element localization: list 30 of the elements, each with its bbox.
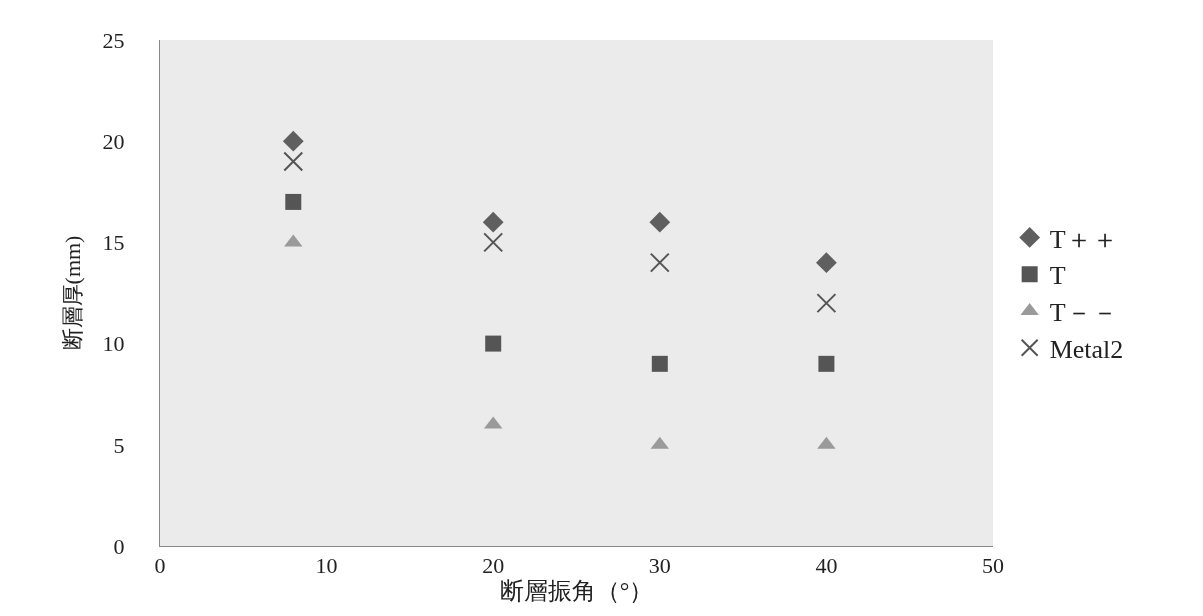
y-tick-label: 5 [113,432,125,458]
point [649,211,671,233]
point [483,232,504,253]
x-tick-label: 0 [154,553,166,579]
y-tick-label: 20 [102,128,125,154]
point [651,355,668,372]
legend-label: Metal2 [1049,334,1124,364]
legend-label: T＋＋ [1049,224,1118,254]
point [816,252,837,274]
x-tick-label: 30 [648,553,671,579]
legend-label: T－－ [1049,298,1118,328]
point [285,193,302,210]
point [485,335,502,352]
point [282,130,304,152]
y-tick-label: 10 [102,331,125,357]
x-tick-label: 10 [315,553,338,579]
x-tick-label: 40 [815,553,838,579]
y-tick-label: 15 [102,230,125,256]
point [649,252,670,273]
point [816,293,837,314]
x-tick-label: 50 [982,553,1004,579]
point [482,211,504,233]
point [283,151,304,172]
x-axis-title: 断層振角（°） [499,578,654,605]
legend-label: T [1049,261,1066,291]
y-tick-label: 0 [113,533,125,559]
x-tick-label: 20 [482,553,505,579]
point [818,355,835,372]
y-tick-label: 25 [102,27,125,53]
y-axis-title: 断層厚(mm) [60,235,86,351]
